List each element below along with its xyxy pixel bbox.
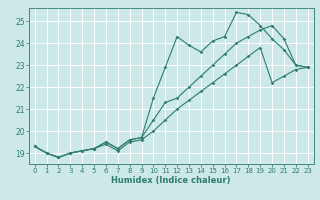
X-axis label: Humidex (Indice chaleur): Humidex (Indice chaleur): [111, 176, 231, 185]
